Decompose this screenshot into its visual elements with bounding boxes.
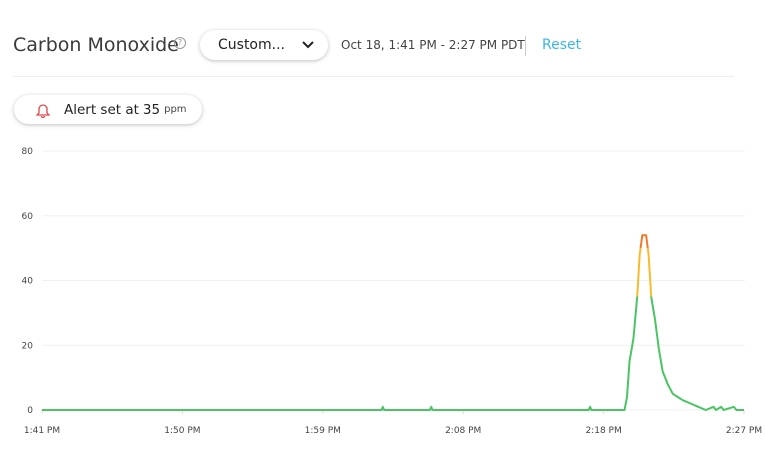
x-tick-label: 1:59 PM	[305, 426, 341, 436]
x-tick-label: 1:41 PM	[24, 426, 60, 436]
co-chart: 0 20 40 60 80 1:41 PM 1:50 PM 1:59 PM 2:08 PM 2:1…	[22, 147, 763, 436]
help-icon[interactable]: ?	[174, 37, 186, 49]
page-title: Carbon Monoxide	[13, 34, 179, 56]
y-tick-label: 20	[22, 341, 34, 351]
chevron-down-icon	[302, 41, 314, 49]
x-tick-label: 2:27 PM	[726, 426, 762, 436]
divider	[13, 76, 734, 77]
range-select-value: Custom...	[218, 37, 285, 53]
x-tick-label: 2:18 PM	[585, 426, 621, 436]
range-select[interactable]: Custom...	[200, 30, 328, 60]
alert-prefix: Alert set at	[64, 101, 139, 118]
x-tick-label: 1:50 PM	[164, 426, 200, 436]
y-tick-label: 60	[22, 212, 34, 222]
y-tick-label: 80	[22, 147, 34, 157]
divider	[525, 36, 526, 56]
alert-value: 35	[142, 101, 161, 118]
x-tick-label: 2:08 PM	[445, 426, 481, 436]
co-series-line	[42, 234, 744, 411]
reset-button[interactable]: Reset	[542, 37, 582, 53]
alert-badge[interactable]: Alert set at 35 ppm	[14, 95, 202, 124]
y-tick-label: 40	[22, 277, 34, 287]
alert-unit: ppm	[164, 104, 187, 115]
y-tick-label: 0	[27, 406, 33, 416]
date-range: Oct 18, 1:41 PM - 2:27 PM PDT	[341, 38, 525, 52]
bell-icon	[36, 103, 50, 118]
